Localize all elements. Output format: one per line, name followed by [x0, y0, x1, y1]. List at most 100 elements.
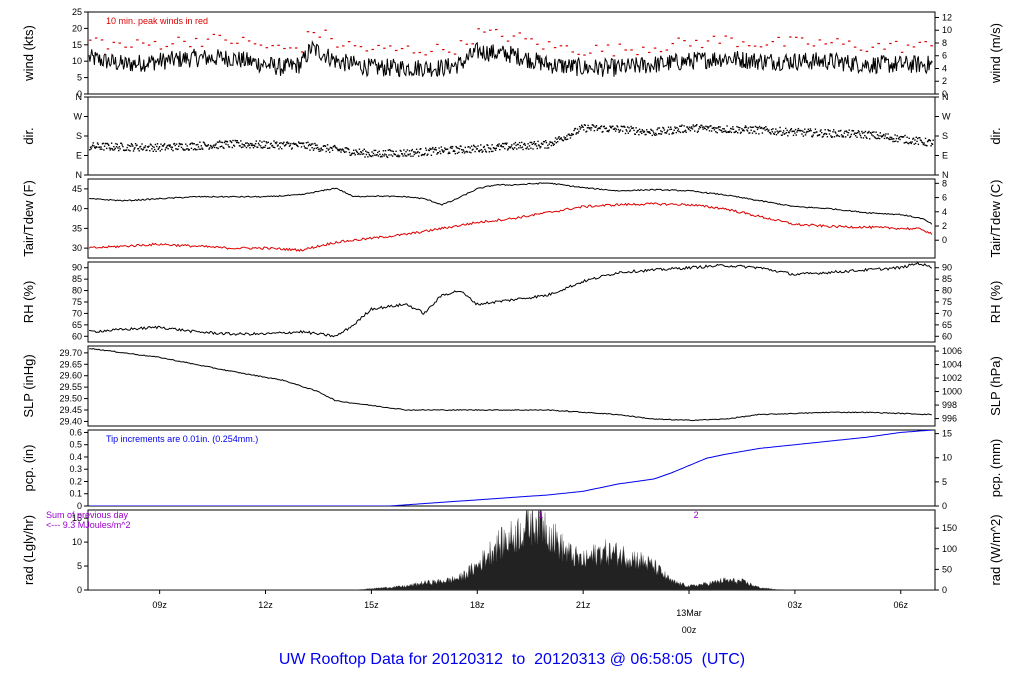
- dir-point: [428, 149, 430, 152]
- left-tick-label: 29.55: [59, 382, 82, 392]
- dir-point: [340, 151, 342, 153]
- right-tick-label: 1006: [942, 346, 962, 356]
- dir-point: [240, 140, 242, 142]
- dir-point: [533, 141, 536, 143]
- right-tick-label: S: [942, 131, 948, 141]
- dir-point: [874, 137, 877, 139]
- dir-point: [903, 142, 905, 144]
- ylabel-right: SLP (hPa): [988, 356, 1003, 416]
- dir-point: [730, 131, 733, 134]
- right-tick-label: 75: [942, 297, 952, 307]
- dir-point: [90, 148, 92, 150]
- left-tick-label: 75: [72, 297, 82, 307]
- dir-point: [197, 143, 199, 146]
- dir-point: [823, 133, 825, 136]
- dir-point: [857, 132, 859, 134]
- dir-point: [504, 142, 507, 144]
- dir-point: [595, 126, 597, 128]
- dir-point: [583, 124, 586, 126]
- panel-frame: [87, 178, 936, 259]
- dir-point: [374, 154, 376, 156]
- dir-point: [825, 133, 828, 135]
- dir-point: [838, 135, 841, 138]
- dir-point: [470, 145, 473, 147]
- dir-point: [688, 128, 690, 131]
- dir-point: [870, 132, 872, 134]
- left-tick-label: 29.65: [59, 359, 82, 369]
- dir-point: [288, 145, 291, 147]
- right-tick-label: 4: [942, 63, 947, 73]
- dir-point: [566, 135, 568, 137]
- dir-point: [886, 137, 889, 139]
- dir-point: [721, 131, 723, 133]
- dir-point: [126, 146, 128, 149]
- dir-point: [669, 128, 671, 131]
- dir-point: [118, 146, 121, 148]
- dir-point: [244, 145, 246, 147]
- dir-point: [910, 142, 912, 145]
- dir-point: [667, 126, 670, 128]
- dir-point: [608, 129, 610, 131]
- right-tick-label: 5: [942, 477, 947, 487]
- day-hour-label: 00z: [682, 625, 697, 635]
- dir-point: [725, 131, 728, 134]
- dir-point: [780, 130, 782, 132]
- right-tick-label: 1000: [942, 387, 962, 397]
- dir-point: [877, 137, 879, 139]
- dir-point: [554, 137, 557, 139]
- dir-point: [570, 134, 572, 137]
- dir-point: [717, 127, 719, 129]
- right-tick-label: 12: [942, 12, 952, 22]
- dir-point: [908, 137, 910, 139]
- dir-point: [334, 146, 337, 148]
- dir-point: [804, 128, 806, 130]
- dir-point: [698, 128, 700, 130]
- dir-point: [526, 146, 529, 148]
- dir-point: [452, 150, 454, 152]
- dir-point: [352, 152, 354, 155]
- left-tick-label: 29.70: [59, 348, 82, 358]
- dir-point: [290, 142, 292, 145]
- dir-point: [842, 136, 845, 138]
- dir-point: [657, 127, 659, 129]
- dir-point: [166, 146, 168, 148]
- dir-point: [228, 146, 231, 148]
- dir-point: [439, 150, 441, 153]
- x-tick-label: 06z: [894, 600, 909, 610]
- dir-point: [160, 143, 162, 145]
- dir-point: [225, 143, 227, 145]
- dir-point: [309, 149, 311, 151]
- right-tick-label: 90: [942, 263, 952, 273]
- dir-point: [202, 148, 204, 150]
- dir-point: [247, 145, 249, 147]
- dir-point: [173, 142, 176, 145]
- dir-point: [878, 137, 881, 140]
- dir-point: [274, 146, 276, 149]
- dir-point: [897, 141, 899, 143]
- dir-point: [195, 144, 197, 146]
- dir-point: [485, 151, 488, 153]
- dir-point: [523, 143, 525, 146]
- dir-point: [227, 144, 229, 146]
- dir-point: [426, 154, 428, 156]
- dir-point: [255, 140, 257, 142]
- dir-point: [756, 128, 759, 131]
- dir-point: [482, 150, 484, 152]
- dir-point: [521, 146, 524, 148]
- dir-point: [517, 143, 519, 146]
- dir-point: [246, 142, 248, 144]
- dir-point: [596, 129, 598, 131]
- dir-point: [689, 130, 692, 132]
- dir-point: [120, 142, 123, 145]
- dir-point: [538, 144, 540, 146]
- dir-point: [158, 146, 161, 148]
- dir-point: [678, 130, 680, 133]
- dir-point: [265, 141, 267, 143]
- dir-point: [550, 141, 552, 144]
- dir-point: [406, 149, 409, 151]
- dir-point: [635, 127, 637, 129]
- ylabel-left: Tair/Tdew (F): [21, 180, 36, 257]
- dir-point: [793, 130, 795, 132]
- dir-point: [756, 126, 758, 128]
